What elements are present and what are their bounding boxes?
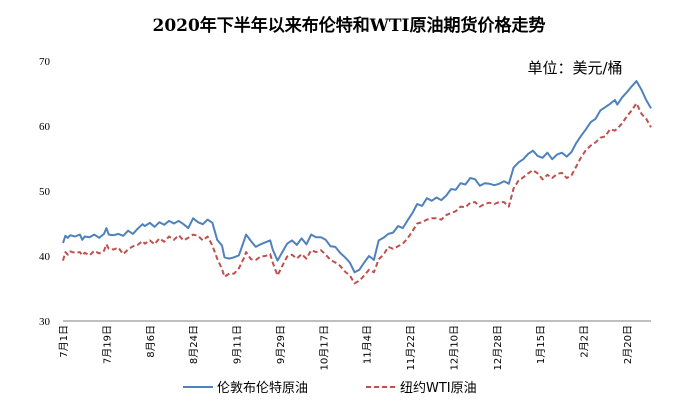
x-tick-label: 7月1日 xyxy=(58,325,70,358)
legend: 伦敦布伦特原油 纽约WTI原油 xyxy=(183,380,477,396)
x-tick-label: 2月20日 xyxy=(622,325,634,364)
chart-title: 2020年下半年以来布伦特和WTI原油期货价格走势 xyxy=(152,15,545,36)
x-tick-labels: 7月1日 7月19日 8月6日 8月24日 9月11日 9月29日 10月17日… xyxy=(58,325,634,370)
series-line-wti xyxy=(62,102,652,285)
x-tick-label: 8月6日 xyxy=(145,325,157,358)
legend-label-wti: 纽约WTI原油 xyxy=(400,381,477,396)
y-tick-labels: 30 40 50 60 70 xyxy=(39,56,51,328)
unit-label: 单位：美元/桶 xyxy=(527,59,622,77)
y-tick-label: 50 xyxy=(39,186,51,198)
y-tick-label: 60 xyxy=(39,121,51,133)
x-tick-label: 2月2日 xyxy=(579,325,591,358)
legend-label-brent: 伦敦布伦特原油 xyxy=(217,380,308,396)
y-tick-label: 30 xyxy=(39,316,51,328)
series-line-brent xyxy=(62,80,652,274)
y-tick-label: 40 xyxy=(39,251,51,263)
x-tick-label: 1月15日 xyxy=(535,325,547,364)
x-tick-label: 7月19日 xyxy=(101,325,113,364)
x-tick-label: 12月28日 xyxy=(492,325,504,370)
x-tick-label: 9月11日 xyxy=(232,325,244,364)
y-tick-label: 70 xyxy=(39,56,51,68)
x-tick-label: 11月4日 xyxy=(362,325,374,364)
x-tick-label: 9月29日 xyxy=(275,325,287,364)
x-tick-label: 8月24日 xyxy=(188,325,200,364)
x-tick-label: 12月10日 xyxy=(448,325,460,370)
x-tick-label: 11月22日 xyxy=(405,325,417,370)
x-tick-label: 10月17日 xyxy=(318,325,330,370)
